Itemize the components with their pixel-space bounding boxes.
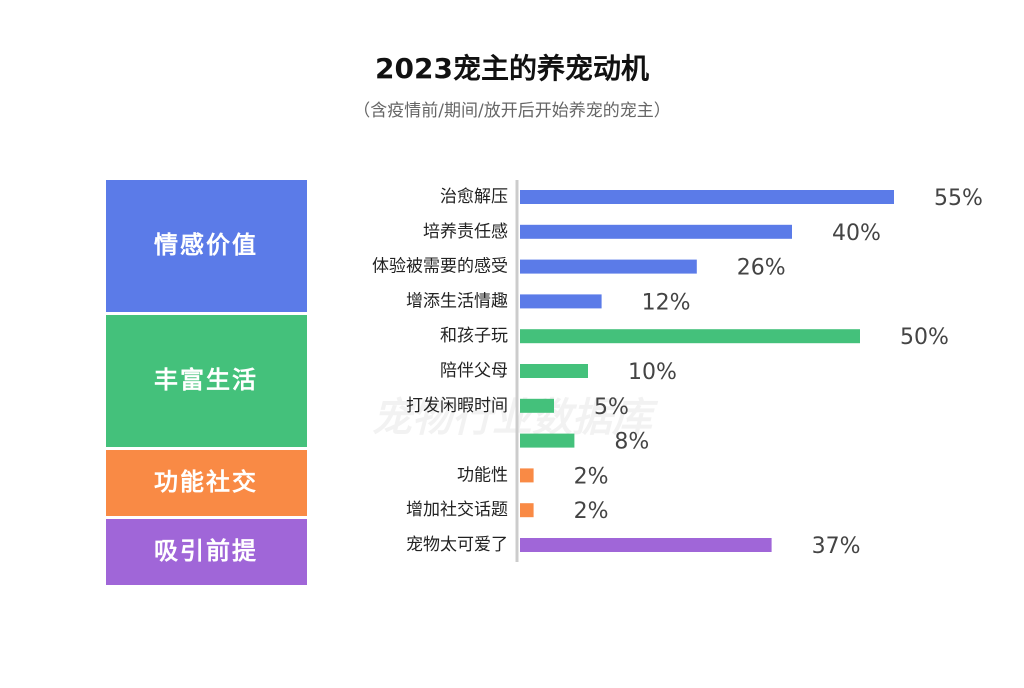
- category-label: 治愈解压: [440, 187, 508, 207]
- bar: [520, 294, 602, 309]
- group-box: [106, 315, 307, 447]
- value-label: 50%: [900, 325, 949, 350]
- bar: [520, 433, 575, 448]
- value-label: 5%: [594, 395, 629, 420]
- value-label: 10%: [628, 360, 677, 385]
- value-label: 55%: [934, 186, 983, 211]
- category-label: 培养责任感: [423, 222, 508, 242]
- watermark: 宠物行业数据库: [372, 395, 659, 441]
- group-box: [106, 180, 307, 312]
- bar: [520, 190, 894, 204]
- bar: [520, 224, 792, 239]
- group-label: 情感价值: [154, 231, 258, 259]
- category-label: 功能性: [457, 465, 508, 485]
- chart-title: 2023宠主的养宠动机: [375, 52, 649, 85]
- value-label: 8%: [614, 430, 649, 455]
- value-label: 2%: [574, 499, 609, 524]
- group-box: [106, 450, 307, 516]
- category-label: 增添生活情趣: [406, 291, 508, 311]
- category-label: 陪伴父母: [440, 361, 508, 381]
- group-label: 吸引前提: [154, 537, 258, 565]
- group-box: [106, 519, 307, 585]
- category-label: 和孩子玩: [440, 326, 508, 346]
- bar: [520, 364, 588, 378]
- category-label: 打发闲暇时间: [406, 396, 508, 416]
- bar: [520, 329, 860, 344]
- group-label: 功能社交: [154, 468, 258, 496]
- category-label: 宠物太可爱了: [406, 535, 508, 555]
- value-label: 40%: [832, 221, 881, 246]
- bar: [520, 398, 554, 413]
- chart-subtitle: （含疫情前/期间/放开后开始养宠的宠主）: [353, 101, 670, 121]
- value-label: 26%: [737, 256, 786, 281]
- bar: [520, 503, 534, 518]
- category-label: 增加社交话题: [406, 500, 508, 520]
- value-label: 37%: [812, 534, 861, 559]
- bar: [520, 538, 772, 552]
- group-label: 丰富生活: [154, 366, 258, 394]
- value-label: 2%: [574, 464, 609, 489]
- value-label: 12%: [642, 290, 691, 315]
- category-label: 体验被需要的感受: [372, 257, 508, 277]
- bar: [520, 468, 534, 483]
- bar: [520, 259, 697, 274]
